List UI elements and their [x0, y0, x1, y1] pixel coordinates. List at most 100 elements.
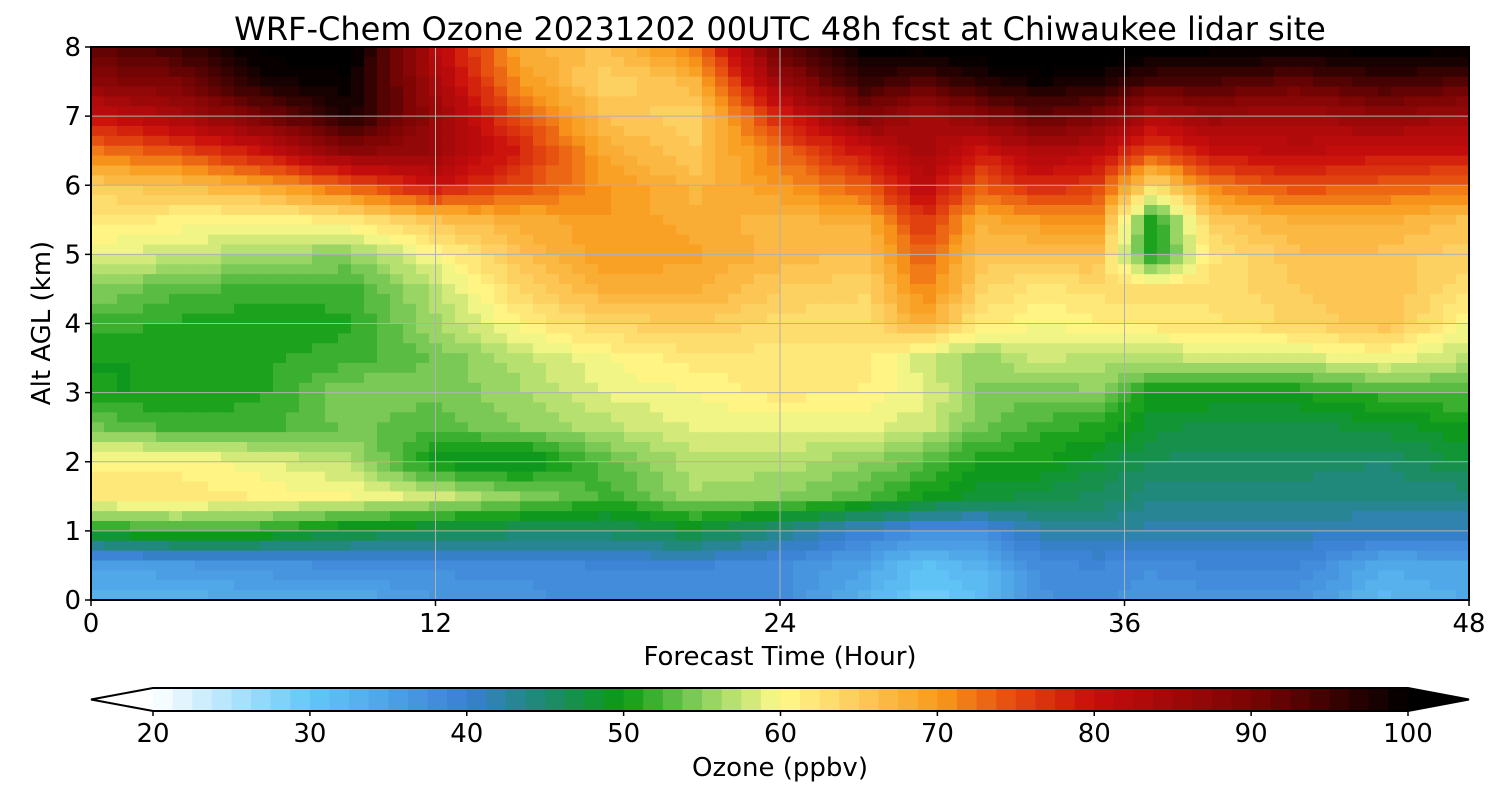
heatmap-cell [975, 155, 989, 167]
heatmap-cell [468, 195, 482, 206]
heatmap-cell [1287, 323, 1301, 334]
heatmap-cell [1326, 412, 1340, 423]
heatmap-cell [416, 461, 430, 473]
heatmap-cell [949, 501, 963, 512]
heatmap-cell [351, 86, 365, 97]
heatmap-cell [1170, 145, 1184, 157]
heatmap-cell [1105, 363, 1119, 374]
heatmap-cell [1131, 96, 1145, 107]
heatmap-cell [819, 382, 833, 394]
heatmap-cell [390, 412, 404, 423]
heatmap-cell [572, 412, 586, 423]
heatmap-cell [455, 363, 469, 374]
heatmap-cell [949, 224, 963, 236]
heatmap-cell [1196, 284, 1210, 295]
heatmap-cell [221, 106, 235, 117]
heatmap-cell [260, 511, 274, 522]
heatmap-cell [676, 96, 690, 107]
heatmap-cell [1456, 481, 1469, 492]
heatmap-cell [104, 86, 118, 97]
heatmap-cell [767, 66, 781, 78]
heatmap-cell [832, 214, 846, 226]
heatmap-cell [1352, 501, 1366, 512]
heatmap-cell [416, 353, 430, 364]
heatmap-cell [442, 106, 456, 117]
heatmap-cell [780, 402, 794, 413]
heatmap-cell [208, 66, 222, 78]
heatmap-cell [520, 116, 534, 127]
heatmap-cell [1092, 432, 1106, 443]
heatmap-cell [741, 126, 755, 137]
heatmap-cell [858, 264, 872, 275]
heatmap-cell [897, 392, 911, 404]
heatmap-cell [247, 135, 261, 147]
heatmap-cell [689, 254, 703, 265]
heatmap-cell [494, 224, 508, 236]
heatmap-cell [1209, 264, 1223, 275]
heatmap-cell [1170, 56, 1184, 68]
heatmap-cell [1287, 195, 1301, 206]
heatmap-cell [715, 47, 729, 58]
heatmap-cell [1079, 323, 1093, 334]
heatmap-cell [351, 224, 365, 236]
heatmap-cell [247, 76, 261, 88]
heatmap-cell [975, 106, 989, 117]
heatmap-cell [702, 56, 716, 68]
heatmap-cell [923, 66, 937, 78]
heatmap-cell [1027, 293, 1041, 305]
heatmap-cell [299, 412, 313, 423]
heatmap-cell [1261, 313, 1275, 325]
heatmap-cell [572, 96, 586, 107]
heatmap-cell [676, 175, 690, 186]
heatmap-cell [234, 234, 248, 246]
heatmap-cell [741, 363, 755, 374]
heatmap-cell [1339, 442, 1353, 453]
heatmap-cell [455, 333, 469, 344]
heatmap-cell [676, 244, 690, 255]
heatmap-cell [1209, 145, 1223, 157]
heatmap-cell [1287, 135, 1301, 147]
heatmap-cell [585, 135, 599, 147]
heatmap-cell [702, 234, 716, 246]
heatmap-cell [897, 402, 911, 413]
heatmap-cell [1014, 244, 1028, 255]
heatmap-cell [234, 214, 248, 226]
heatmap-cell [156, 185, 170, 196]
heatmap-cell [91, 214, 105, 226]
heatmap-cell [91, 363, 105, 374]
heatmap-cell [182, 145, 196, 157]
heatmap-cell [819, 274, 833, 285]
heatmap-cell [351, 284, 365, 295]
heatmap-cell [806, 264, 820, 275]
heatmap-cell [1261, 372, 1275, 384]
heatmap-cell [650, 313, 664, 325]
heatmap-cell [468, 155, 482, 167]
heatmap-cell [546, 47, 560, 58]
heatmap-cell [1326, 234, 1340, 246]
heatmap-cell [1209, 116, 1223, 127]
heatmap-cell [117, 195, 131, 206]
heatmap-cell [533, 382, 547, 394]
heatmap-cell [923, 412, 937, 423]
heatmap-cell [143, 363, 157, 374]
heatmap-cell [754, 402, 768, 413]
heatmap-cell [1352, 47, 1366, 58]
heatmap-cell [221, 274, 235, 285]
heatmap-cell [1313, 106, 1327, 117]
heatmap-cell [1443, 333, 1457, 344]
heatmap-cell [1300, 195, 1314, 206]
heatmap-cell [884, 234, 898, 246]
heatmap-cell [481, 432, 495, 443]
heatmap-cell [884, 333, 898, 344]
heatmap-cell [403, 175, 417, 186]
heatmap-cell [377, 86, 391, 97]
heatmap-cell [910, 145, 924, 157]
heatmap-cell [676, 422, 690, 433]
heatmap-cell [221, 432, 235, 443]
heatmap-cell [1313, 205, 1327, 216]
heatmap-cell [1196, 432, 1210, 443]
heatmap-cell [1443, 66, 1457, 78]
heatmap-cell [299, 353, 313, 364]
heatmap-cell [1144, 471, 1158, 483]
heatmap-cell [312, 47, 326, 58]
